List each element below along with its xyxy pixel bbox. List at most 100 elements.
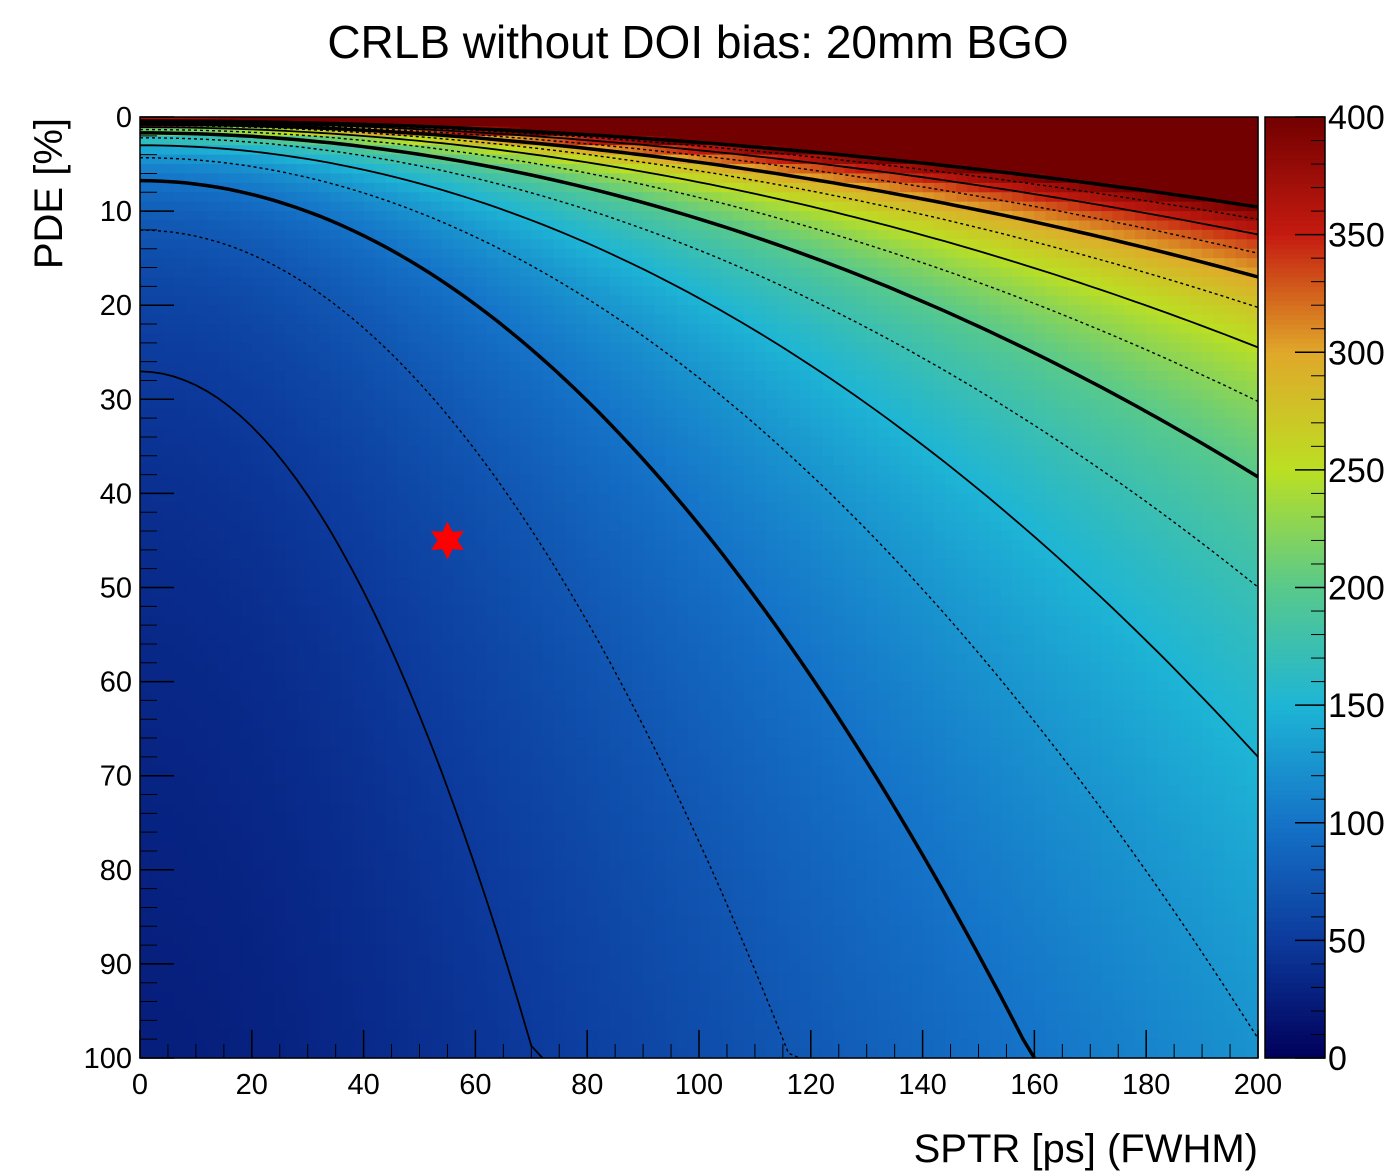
- heat-cell: [1179, 418, 1192, 429]
- heat-cell: [1146, 117, 1158, 128]
- heat-cell: [1045, 427, 1058, 438]
- heat-cell: [330, 549, 342, 560]
- heat-cell: [229, 192, 242, 203]
- heat-cell: [866, 418, 879, 429]
- heat-cell: [218, 258, 231, 269]
- heat-cell: [676, 229, 689, 240]
- heat-cell: [1012, 465, 1024, 476]
- heat-cell: [620, 258, 633, 269]
- heat-cell: [866, 173, 879, 184]
- heat-cell: [218, 173, 231, 184]
- heat-cell: [140, 540, 152, 551]
- heat-cell: [810, 117, 823, 128]
- heat-cell: [441, 483, 454, 494]
- heat-cell: [788, 559, 801, 570]
- heat-cell: [743, 418, 756, 429]
- heat-cell: [665, 427, 678, 438]
- heat-cell: [296, 408, 309, 419]
- heat-cell: [497, 305, 510, 316]
- heat-cell: [877, 474, 890, 485]
- heat-cell: [989, 531, 1002, 542]
- heat-cell: [184, 286, 197, 297]
- heat-cell: [330, 531, 342, 542]
- heat-cell: [699, 154, 711, 165]
- heat-cell: [799, 549, 812, 560]
- heat-cell: [665, 173, 678, 184]
- heat-cell: [296, 371, 309, 382]
- heat-cell: [520, 512, 532, 523]
- heat-cell: [307, 164, 320, 175]
- heat-cell: [699, 342, 711, 353]
- heat-cell: [1023, 295, 1035, 306]
- heat-cell: [967, 474, 980, 485]
- heat-cell: [1168, 135, 1181, 146]
- heat-cell: [419, 549, 432, 560]
- heat-cell: [1101, 483, 1114, 494]
- heat-cell: [844, 201, 857, 212]
- heat-cell: [687, 427, 700, 438]
- heat-cell: [307, 361, 320, 372]
- heat-cell: [318, 483, 331, 494]
- heat-cell: [788, 371, 801, 382]
- heat-cell: [1056, 324, 1069, 335]
- heat-cell: [363, 305, 376, 316]
- heat-cell: [207, 465, 219, 476]
- heat-cell: [184, 408, 197, 419]
- heat-cell: [553, 578, 566, 589]
- heat-cell: [1000, 229, 1013, 240]
- heat-cell: [464, 568, 476, 579]
- heat-cell: [151, 474, 163, 485]
- heat-cell: [486, 502, 499, 513]
- heat-cell: [777, 380, 790, 391]
- heat-cell: [911, 324, 924, 335]
- heat-cell: [777, 229, 790, 240]
- heat-cell: [855, 314, 868, 325]
- heat-cell: [1135, 512, 1147, 523]
- heat-cell: [1190, 549, 1203, 560]
- heat-cell: [676, 446, 689, 457]
- heat-cell: [218, 389, 231, 400]
- heat-cell: [576, 117, 588, 128]
- heat-cell: [911, 521, 924, 532]
- heat-cell: [1000, 568, 1013, 579]
- heat-cell: [576, 258, 588, 269]
- heat-cell: [318, 201, 331, 212]
- heat-cell: [296, 540, 309, 551]
- heat-cell: [687, 333, 700, 344]
- heat-cell: [330, 512, 342, 523]
- heat-cell: [1246, 465, 1259, 476]
- heat-cell: [397, 399, 409, 410]
- heat-cell: [956, 361, 968, 372]
- heat-cell: [195, 389, 208, 400]
- heat-cell: [933, 549, 946, 560]
- heat-cell: [285, 474, 298, 485]
- heat-cell: [508, 521, 521, 532]
- heat-cell: [799, 117, 812, 128]
- heat-cell: [676, 540, 689, 551]
- heat-cell: [1179, 211, 1192, 222]
- heat-cell: [1157, 220, 1170, 231]
- heat-cell: [1123, 531, 1136, 542]
- heat-cell: [453, 549, 465, 560]
- heat-cell: [1213, 465, 1226, 476]
- heat-cell: [542, 201, 555, 212]
- heat-cell: [408, 173, 421, 184]
- heat-cell: [173, 145, 186, 156]
- heat-cell: [285, 493, 298, 504]
- heat-cell: [341, 380, 354, 391]
- heat-cell: [531, 248, 544, 259]
- heat-cell: [1146, 521, 1158, 532]
- heat-cell: [140, 211, 152, 222]
- heat-cell: [643, 568, 655, 579]
- heat-cell: [251, 493, 264, 504]
- heat-cell: [374, 154, 387, 165]
- heat-cell: [989, 502, 1002, 513]
- heat-cell: [251, 267, 264, 278]
- heat-cell: [1224, 436, 1237, 447]
- heat-cell: [553, 192, 566, 203]
- heat-cell: [1213, 342, 1226, 353]
- heat-cell: [1190, 446, 1203, 457]
- heat-cell: [911, 286, 924, 297]
- heat-cell: [1224, 380, 1237, 391]
- heat-cell: [1067, 145, 1080, 156]
